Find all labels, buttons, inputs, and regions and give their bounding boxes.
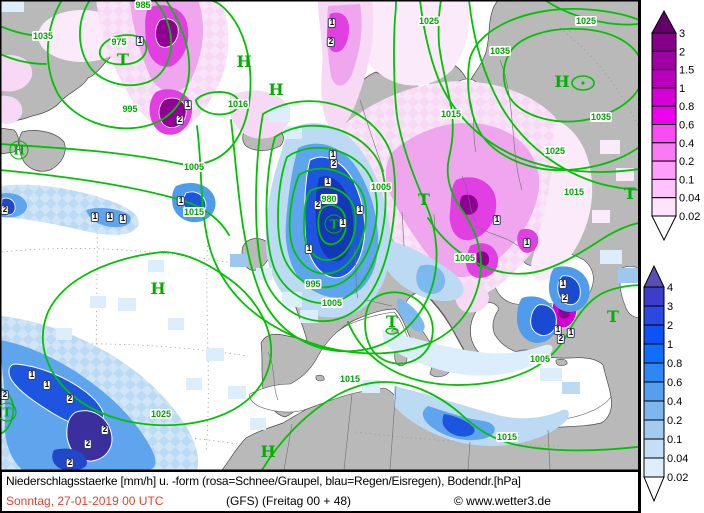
legend-cell: [643, 438, 665, 459]
caption-datetime: Sonntag, 27-01-2019 00 UTC: [6, 494, 164, 508]
legend-cell: [651, 32, 677, 52]
legend-cell: [643, 381, 665, 402]
legend-tick-label: 1: [667, 339, 673, 351]
legend-tick-label: 2: [679, 46, 685, 58]
legend-tick-label: 0.8: [679, 101, 694, 113]
legend-cell: [651, 124, 677, 144]
legend-cell: [651, 69, 677, 89]
low-center-mark: [385, 327, 399, 335]
map-svg: [0, 0, 641, 471]
legend-arrow: [643, 264, 665, 288]
caption-copyright: © www.wetter3.de: [454, 494, 551, 508]
legend-cell: [643, 305, 665, 326]
legend-tick-label: 3: [679, 28, 685, 40]
rain-scale: 4 3 2 1 0.8 0.6 0.4 0.2 0.1 0.04 0.02: [643, 264, 688, 503]
legend-tick-label: 0.6: [679, 120, 694, 132]
legend-cell: [643, 400, 665, 421]
legend-tick-label: 0.04: [667, 453, 688, 465]
legend-tick-label: 4: [667, 282, 673, 294]
legend-tick-label: 0.1: [667, 434, 682, 446]
legend-tick-label: 0.6: [667, 377, 682, 389]
legend-tick-label: 0.02: [679, 211, 700, 223]
snow-layer: [0, 0, 634, 329]
cyprus: [555, 358, 568, 366]
caption-bar: Niederschlagsstaerke [mm/h] u. -form (ro…: [0, 470, 641, 513]
legend-cell: [643, 286, 665, 307]
legend-tick-label: 0.04: [679, 193, 700, 205]
legend-tick-label: 1.5: [679, 65, 694, 77]
caption-title: Niederschlagsstaerke [mm/h] u. -form (ro…: [6, 474, 521, 488]
legend-cell: [651, 142, 677, 162]
mallorca: [315, 374, 325, 382]
caption-model-run: (GFS) (Freitag 00 + 48): [226, 494, 352, 508]
legend-cell: [643, 457, 665, 478]
map-area: 1035 985 975 995 1016 1005 1015 1025 1025 1035 103…: [0, 0, 641, 471]
legend-arrow: [651, 9, 677, 34]
high-center-mark: [571, 75, 595, 91]
legend-cell: [643, 324, 665, 345]
legend-tick-label: 0.4: [679, 138, 694, 150]
legend-tick-label: 0.2: [667, 415, 682, 427]
legend-cell: [651, 178, 677, 199]
legend-wedge: [643, 476, 665, 503]
legend-cell: [651, 87, 677, 107]
legend-cell: [643, 362, 665, 383]
legend-cell: [651, 160, 677, 180]
legend-tick-label: 3: [667, 301, 673, 313]
legend-tick-label: 2: [667, 320, 673, 332]
legend-cell: [651, 105, 677, 125]
caption-line2: Sonntag, 27-01-2019 00 UTC (GFS) (Freita…: [2, 492, 638, 510]
legend-cell: [651, 50, 677, 71]
legend-cell: [643, 343, 665, 364]
arctic-islands: [18, 130, 66, 172]
legend-wedge: [651, 215, 677, 242]
legend-cell: [643, 419, 665, 440]
rain-layer: [0, 0, 641, 471]
legend-tick-label: 0.2: [679, 156, 694, 168]
legend-tick-label: 0.02: [667, 472, 688, 484]
snow-scale: 3 2 1.5 1 0.8 0.6 0.4 0.2 0.1 0.04 0.02: [651, 9, 700, 242]
legend-cell: [651, 197, 677, 217]
legend-tick-label: 0.4: [667, 396, 682, 408]
legend-tick-label: 1: [679, 83, 685, 95]
legend-tick-label: 0.1: [679, 174, 694, 186]
isobar-layer: [0, 0, 641, 471]
legend-tick-label: 0.8: [667, 358, 682, 370]
